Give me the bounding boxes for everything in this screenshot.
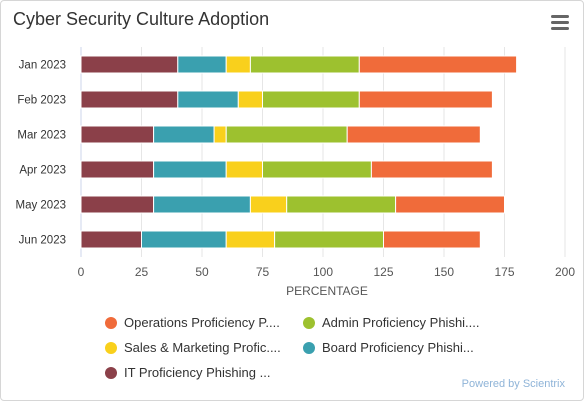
bar-segment[interactable] — [80, 125, 155, 144]
bar-segment[interactable] — [225, 160, 263, 179]
category-label: May 2023 — [15, 200, 66, 212]
bar-segment[interactable] — [249, 195, 288, 214]
bar-segment[interactable] — [225, 125, 348, 144]
category-label: Feb 2023 — [17, 95, 66, 107]
legend-dot-icon — [105, 341, 117, 354]
legend-dot-icon — [303, 316, 315, 329]
x-tick-label: 75 — [256, 265, 270, 279]
bar-segment[interactable] — [249, 55, 360, 74]
bar-segment[interactable] — [370, 160, 493, 179]
legend-dot-icon — [105, 316, 117, 329]
grid-lines — [80, 47, 566, 257]
category-label: Jan 2023 — [19, 60, 66, 72]
x-tick-label: 25 — [135, 265, 149, 279]
bar-segment[interactable] — [225, 230, 276, 249]
bar-segment[interactable] — [177, 55, 227, 74]
legend-label: Admin Proficiency Phishi.... — [322, 315, 480, 330]
legend-label: Board Proficiency Phishi... — [322, 340, 474, 355]
bar-segment[interactable] — [80, 90, 179, 109]
hamburger-menu-icon[interactable] — [551, 15, 569, 31]
chart-title: Cyber Security Culture Adoption — [13, 9, 270, 29]
bar-segment[interactable] — [286, 195, 397, 214]
category-label: Apr 2023 — [19, 165, 66, 177]
bar-segment[interactable] — [153, 125, 215, 144]
bar-segment[interactable] — [274, 230, 385, 249]
legend-item[interactable]: Operations Proficiency P.... — [105, 315, 280, 330]
bar-segment[interactable] — [153, 160, 227, 179]
credits-link[interactable]: Powered by Scientrix — [461, 378, 565, 390]
bar-segment[interactable] — [80, 195, 155, 214]
bar-segment[interactable] — [80, 160, 155, 179]
x-tick-label: 100 — [313, 265, 333, 279]
bar-segment[interactable] — [358, 90, 493, 109]
category-label: Jun 2023 — [19, 235, 66, 247]
x-tick-label: 150 — [434, 265, 454, 279]
bar-segment[interactable] — [262, 90, 360, 109]
bar-series — [80, 55, 518, 249]
bar-segment[interactable] — [262, 160, 372, 179]
bar-segment[interactable] — [395, 195, 506, 214]
x-tick-label: 0 — [78, 265, 85, 279]
legend-item[interactable]: Sales & Marketing Profic.... — [105, 340, 281, 355]
legend-dot-icon — [303, 341, 315, 354]
legend-dot-icon — [105, 366, 117, 379]
bar-segment[interactable] — [358, 55, 518, 74]
x-tick-labels: 0 25 50 75 100 125 150 175 200 — [78, 265, 576, 279]
legend-label: Sales & Marketing Profic.... — [124, 340, 281, 355]
bar-segment[interactable] — [383, 230, 481, 249]
bar-segment[interactable] — [80, 230, 142, 249]
bar-segment[interactable] — [237, 90, 264, 109]
legend-label: IT Proficiency Phishing ... — [124, 365, 271, 380]
bar-segment[interactable] — [225, 55, 251, 74]
x-tick-label: 125 — [373, 265, 393, 279]
x-tick-label: 200 — [555, 265, 575, 279]
bar-segment[interactable] — [213, 125, 227, 144]
x-tick-label: 50 — [195, 265, 209, 279]
legend-item[interactable]: Board Proficiency Phishi... — [303, 340, 474, 355]
bar-segment[interactable] — [177, 90, 239, 109]
legend-item[interactable]: IT Proficiency Phishing ... — [105, 365, 270, 380]
bar-segment[interactable] — [153, 195, 251, 214]
category-label: Mar 2023 — [17, 130, 66, 142]
bar-segment[interactable] — [141, 230, 227, 249]
x-tick-label: 175 — [494, 265, 514, 279]
legend-item[interactable]: Admin Proficiency Phishi.... — [303, 315, 480, 330]
bar-segment[interactable] — [346, 125, 481, 144]
bar-chart: Jan 2023 Feb 2023 Mar 2023 Apr 2023 May 2023… — [15, 47, 576, 298]
category-labels: Jan 2023 Feb 2023 Mar 2023 Apr 2023 May 2023… — [15, 60, 66, 247]
x-axis-title: PERCENTAGE — [286, 284, 368, 298]
bar-segment[interactable] — [80, 55, 179, 74]
legend-label: Operations Proficiency P.... — [124, 315, 280, 330]
